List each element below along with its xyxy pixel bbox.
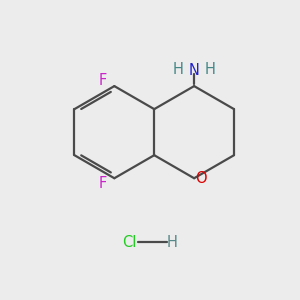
Text: H: H [173, 62, 184, 77]
Text: N: N [189, 63, 200, 78]
Text: O: O [196, 171, 207, 186]
Text: F: F [99, 73, 107, 88]
Text: Cl: Cl [122, 235, 136, 250]
Text: H: H [167, 235, 178, 250]
Text: F: F [99, 176, 107, 191]
Text: H: H [205, 62, 215, 77]
